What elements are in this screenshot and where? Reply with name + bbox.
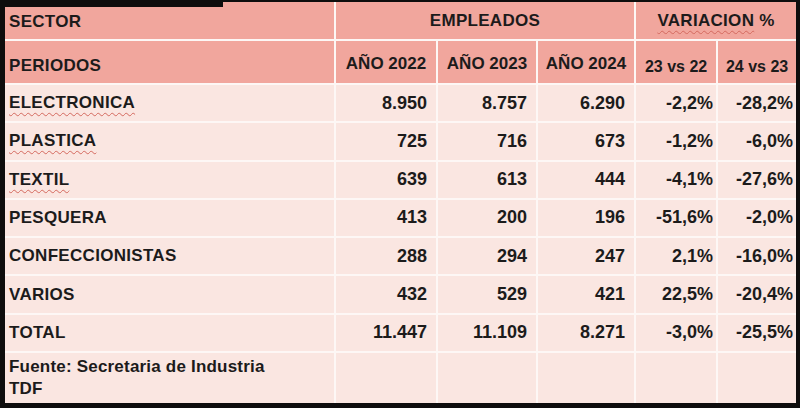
variation-value-cell: -3,0% [635, 314, 717, 352]
periodos-header-cell: PERIODOS [5, 40, 335, 84]
variation-value-cell: -20,4% [717, 275, 796, 313]
empleados-group-header: EMPLEADOS [335, 2, 635, 40]
employees-value-cell: 8.271 [537, 314, 635, 352]
variacion-word: VARIACION [657, 11, 754, 30]
header-row-columns: PERIODOS AÑO 2022 AÑO 2023 AÑO 2024 23 v… [5, 40, 796, 84]
variation-value-cell: 2,1% [635, 237, 717, 275]
top-border-accent [0, 0, 223, 7]
sector-label: CONFECCIONISTAS [9, 246, 177, 265]
sector-cell: CONFECCIONISTAS [5, 237, 335, 275]
year-2024-header: AÑO 2024 [537, 40, 635, 84]
header-row-groups: SECTOR EMPLEADOS VARIACION % [5, 2, 796, 40]
employees-value-cell: 11.109 [437, 314, 537, 352]
table-header: SECTOR EMPLEADOS VARIACION % PERIODOS AÑ… [5, 2, 796, 84]
employees-value-cell: 432 [335, 275, 437, 313]
variation-value-cell: -2,0% [717, 199, 796, 237]
empty-cell [717, 352, 796, 403]
employees-value-cell: 196 [537, 199, 635, 237]
source-cell: Fuente: Secretaria de IndustriaTDF [5, 352, 335, 403]
year-2023-header: AÑO 2023 [437, 40, 537, 84]
employees-value-cell: 294 [437, 237, 537, 275]
variation-value-cell: -6,0% [717, 122, 796, 160]
sector-cell: PLASTICA [5, 122, 335, 160]
employees-value-cell: 716 [437, 122, 537, 160]
sector-label: VARIOS [9, 285, 75, 304]
sector-cell: TOTAL [5, 314, 335, 352]
employees-value-cell: 529 [437, 275, 537, 313]
empty-cell [537, 352, 635, 403]
source-line-1: Fuente: Secretaria de Industria [9, 356, 334, 378]
sector-cell: ELECTRONICA [5, 84, 335, 122]
employees-value-cell: 725 [335, 122, 437, 160]
sector-label: PLASTICA [9, 131, 96, 150]
sector-cell: PESQUERA [5, 199, 335, 237]
sector-label: TEXTIL [9, 170, 69, 189]
employees-value-cell: 413 [335, 199, 437, 237]
variation-value-cell: -51,6% [635, 199, 717, 237]
variation-value-cell: -27,6% [717, 161, 796, 199]
table-row: PESQUERA 413200196-51,6%-2,0% [5, 199, 796, 237]
variation-value-cell: -1,2% [635, 122, 717, 160]
variation-value-cell: 22,5% [635, 275, 717, 313]
variacion-group-header: VARIACION % [635, 2, 796, 40]
employees-value-cell: 444 [537, 161, 635, 199]
employees-value-cell: 11.447 [335, 314, 437, 352]
sector-cell: VARIOS [5, 275, 335, 313]
variation-24vs23-header: 24 vs 23 [717, 40, 796, 84]
source-row: Fuente: Secretaria de IndustriaTDF [5, 352, 796, 403]
table-row: VARIOS 43252942122,5%-20,4% [5, 275, 796, 313]
variation-value-cell: -16,0% [717, 237, 796, 275]
variation-value-cell: -28,2% [717, 84, 796, 122]
table-row: TEXTIL 639613444-4,1%-27,6% [5, 161, 796, 199]
employees-value-cell: 613 [437, 161, 537, 199]
employees-value-cell: 6.290 [537, 84, 635, 122]
variation-23vs22-header: 23 vs 22 [635, 40, 717, 84]
employees-value-cell: 288 [335, 237, 437, 275]
employees-value-cell: 8.757 [437, 84, 537, 122]
sector-label: ELECTRONICA [9, 93, 135, 112]
employees-value-cell: 639 [335, 161, 437, 199]
table-body: ELECTRONICA8.9508.7576.290-2,2%-28,2%PLA… [5, 84, 796, 352]
sector-header-cell: SECTOR [5, 2, 335, 40]
empty-cell [335, 352, 437, 403]
empty-cell [635, 352, 717, 403]
employees-value-cell: 421 [537, 275, 635, 313]
employment-table: SECTOR EMPLEADOS VARIACION % PERIODOS AÑ… [5, 2, 796, 403]
variacion-percent-sign: % [754, 11, 774, 30]
table-footer: Fuente: Secretaria de IndustriaTDF [5, 352, 796, 403]
variation-value-cell: -4,1% [635, 161, 717, 199]
source-line-2: TDF [9, 378, 334, 400]
sector-label: TOTAL [9, 323, 66, 342]
sector-cell: TEXTIL [5, 161, 335, 199]
table-row: ELECTRONICA 8.9508.7576.290-2,2%-28,2% [5, 84, 796, 122]
table-row: PLASTICA 725716673-1,2%-6,0% [5, 122, 796, 160]
employees-value-cell: 247 [537, 237, 635, 275]
variation-value-cell: -25,5% [717, 314, 796, 352]
table-row: TOTAL 11.44711.1098.271-3,0%-25,5% [5, 314, 796, 352]
empty-cell [437, 352, 537, 403]
employees-value-cell: 8.950 [335, 84, 437, 122]
table-frame: SECTOR EMPLEADOS VARIACION % PERIODOS AÑ… [0, 0, 800, 408]
employees-value-cell: 200 [437, 199, 537, 237]
table-row: CONFECCIONISTAS 2882942472,1%-16,0% [5, 237, 796, 275]
sector-label: PESQUERA [9, 208, 107, 227]
variation-value-cell: -2,2% [635, 84, 717, 122]
employees-value-cell: 673 [537, 122, 635, 160]
year-2022-header: AÑO 2022 [335, 40, 437, 84]
